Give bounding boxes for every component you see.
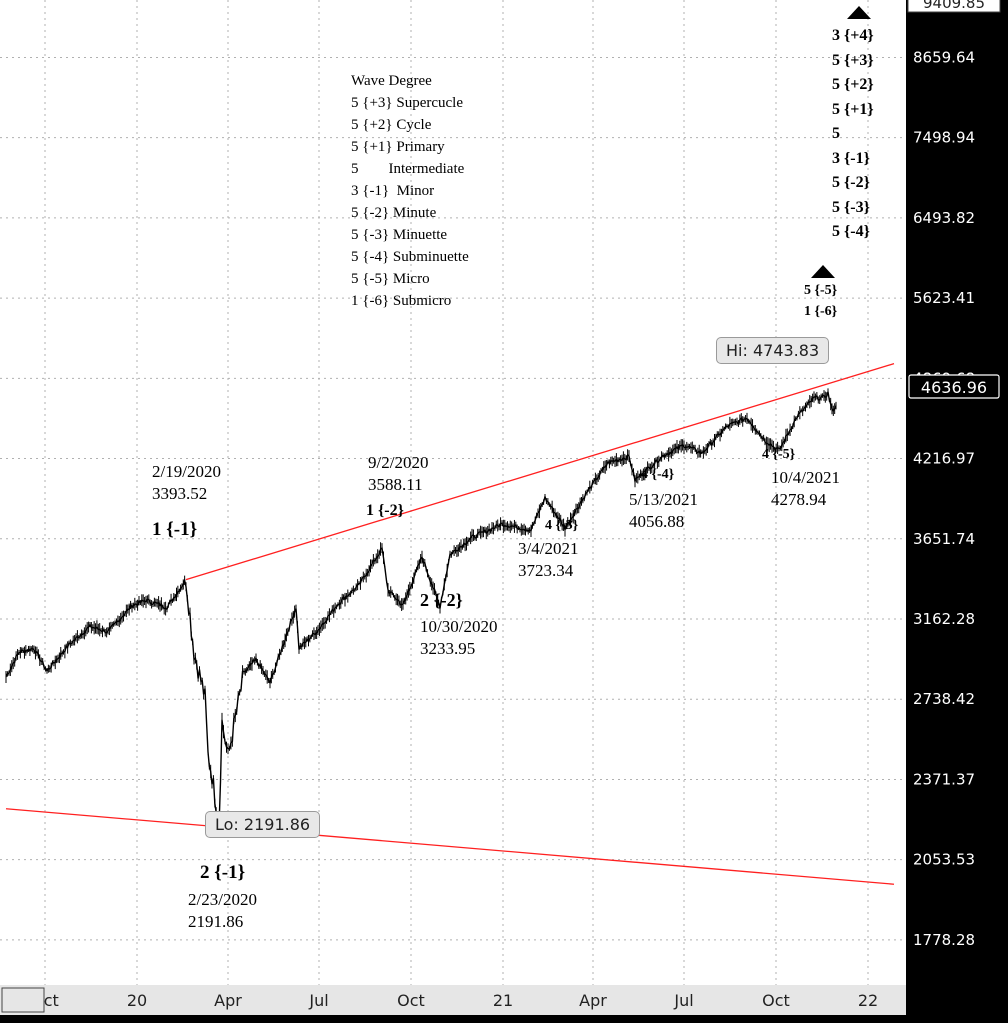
- x-tick-label: 22: [858, 991, 878, 1010]
- top-price-label: 9409.85: [923, 0, 985, 12]
- y-tick-label: 1778.28: [913, 931, 975, 949]
- x-tick-label: Oct: [397, 991, 425, 1010]
- high-label: Hi: 4743.83: [716, 337, 830, 364]
- x-tick-label: Apr: [579, 991, 607, 1010]
- wave-count-label: 5 {+3}: [832, 51, 874, 69]
- y-tick-label: 8659.64: [913, 48, 975, 66]
- wave-count-label: 5 {-5}: [804, 283, 838, 298]
- legend-item: 5 {-3} Minuette: [351, 227, 448, 243]
- y-tick-label: 2371.37: [913, 770, 975, 788]
- wave-label-2-minus2: 2 {-2}: [420, 590, 463, 610]
- x-tick-label: Jul: [308, 991, 328, 1010]
- legend-item: 5 {-2} Minute: [351, 205, 437, 221]
- wave-count-label: 3 {+4}: [832, 27, 874, 44]
- wave-label-4-minus3: 4 {-3}: [545, 518, 579, 533]
- x-tick-label: 21: [493, 991, 513, 1010]
- annotation-3-4-2021: 3/4/2021 3723.34: [518, 539, 579, 580]
- annotation-5-13-2021: 5/13/2021 4056.88: [629, 490, 698, 531]
- y-tick-label: 7498.94: [913, 129, 975, 147]
- mid-triangle-icon: [811, 265, 835, 278]
- wave-degree-legend: Wave Degree 5 {+3} Supercucle 5 {+2} Cycl…: [351, 70, 469, 309]
- x-tick-label: 20: [127, 991, 147, 1010]
- trendline: [185, 362, 895, 581]
- y-tick-label: 4216.97: [913, 450, 975, 468]
- legend-item: 5 Intermediate: [351, 161, 465, 177]
- annotation-2-23-2020: 2/23/2020 2191.86: [188, 890, 257, 931]
- y-tick-label: 2738.42: [913, 690, 975, 708]
- x-tick-label: Jul: [673, 991, 693, 1010]
- wave-label-2-minus1: 2 {-1}: [200, 862, 246, 883]
- top-wave-stack: 3 {+4} 5 {+3} 5 {+2} 5 {+1} 5 3 {-1} 5 {-2} 5 {…: [832, 24, 874, 245]
- legend-item: 1 {-6} Submicro: [351, 293, 452, 309]
- annotation-9-2-2020: 9/2/2020 3588.11: [368, 453, 429, 494]
- annotation-2-19-2020: 2/19/2020 3393.52: [152, 462, 221, 503]
- wave-count-label: 5: [832, 125, 840, 142]
- wave-label-1-minus1: 1 {-1}: [152, 519, 198, 540]
- x-axis-bar: [0, 985, 906, 1015]
- wave-count-label: 5 {+1}: [832, 100, 874, 118]
- y-tick-label: 3651.74: [913, 530, 975, 548]
- wave-label-4-minus4: 4 {-4}: [641, 467, 675, 482]
- annotation-10-30-2020: 10/30/2020 3233.95: [420, 617, 498, 658]
- y-axis-panel: [906, 0, 1008, 1023]
- annotation-10-4-2021: 10/4/2021 4278.94: [771, 468, 840, 509]
- wave-label-4-minus5: 4 {-5}: [762, 447, 796, 462]
- legend-item: 5 {-4} Subminuette: [351, 249, 469, 265]
- x-tick-label: Oct: [762, 991, 790, 1010]
- top-price-box: [907, 0, 1001, 13]
- mid-wave-stack: 5 {-5} 1 {-6}: [804, 280, 837, 322]
- legend-item: 5 {+3} Supercucle: [351, 95, 463, 111]
- legend-item: 5 {+1} Primary: [351, 139, 445, 155]
- wave-count-label: 3 {-1}: [832, 149, 870, 167]
- y-tick-label: 3162.28: [913, 610, 975, 628]
- y-tick-label: 6493.82: [913, 209, 975, 227]
- legend-title: Wave Degree: [351, 73, 432, 89]
- last-price-label: 4636.96: [921, 378, 987, 397]
- x-axis-start-box: [1, 987, 45, 1013]
- x-tick-label: Apr: [214, 991, 242, 1010]
- legend-item: 3 {-1} Minor: [351, 183, 435, 199]
- gridlines: [0, 0, 906, 985]
- legend-item: 5 {+2} Cycle: [351, 117, 432, 133]
- trendlines: [5, 362, 895, 885]
- y-tick-label: 2053.53: [913, 851, 975, 869]
- low-label: Lo: 2191.86: [205, 811, 321, 838]
- wave-label-1-minus2: 1 {-2}: [366, 502, 404, 519]
- y-tick-label: 5623.41: [913, 289, 975, 307]
- price-series: [5, 388, 837, 835]
- wave-count-label: 5 {-3}: [832, 198, 870, 216]
- top-triangle-icon: [847, 6, 871, 19]
- wave-count-label: 5 {+2}: [832, 76, 874, 93]
- legend-item: 5 {-5} Micro: [351, 271, 430, 287]
- wave-count-label: 1 {-6}: [804, 304, 838, 319]
- wave-count-label: 5 {-4}: [832, 223, 870, 240]
- trendline: [5, 808, 895, 885]
- wave-count-label: 5 {-2}: [832, 174, 870, 191]
- last-price-box: [908, 374, 1000, 399]
